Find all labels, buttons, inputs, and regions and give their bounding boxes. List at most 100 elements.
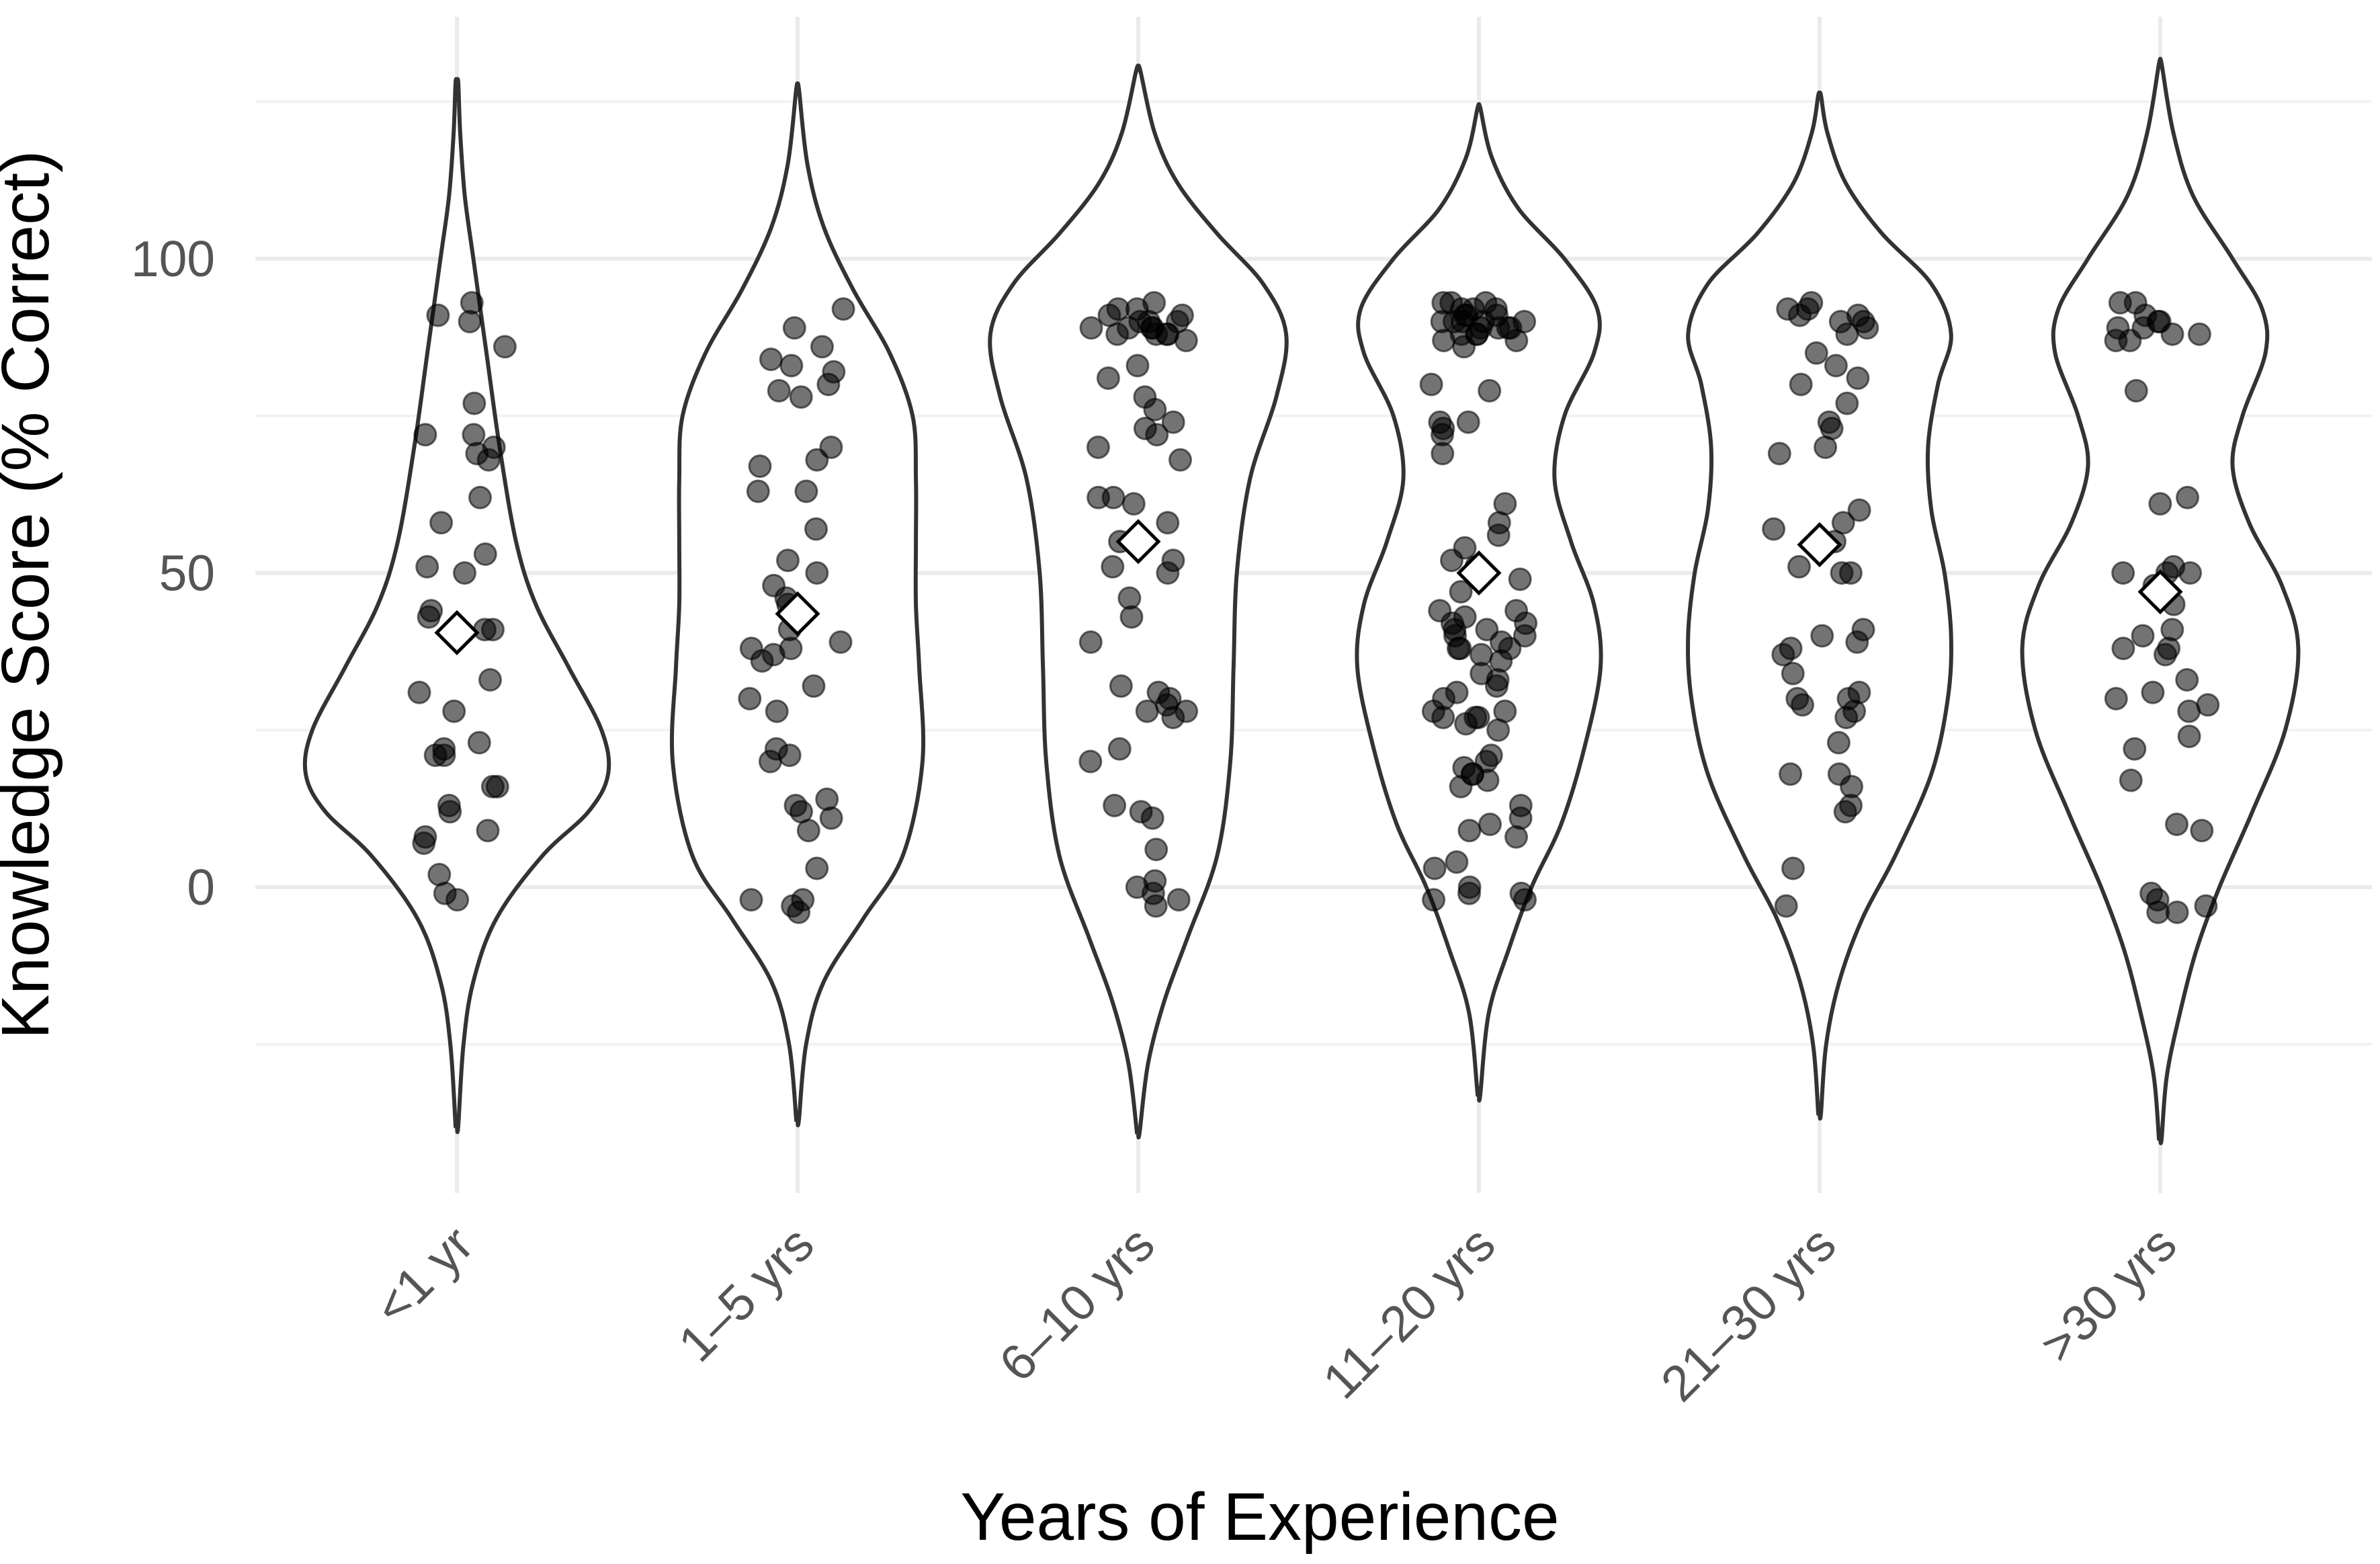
data-point <box>767 378 791 403</box>
y-tick-label: 100 <box>131 231 215 287</box>
data-point <box>481 618 505 642</box>
data-point <box>1078 749 1103 774</box>
data-point <box>815 787 839 811</box>
data-point <box>1513 888 1537 912</box>
data-point <box>805 448 829 472</box>
data-point <box>438 800 462 824</box>
violin-shape <box>1355 102 1603 1103</box>
data-point <box>1446 636 1470 661</box>
data-point <box>2111 636 2135 661</box>
data-point <box>1431 442 1455 466</box>
x-tick-label: 1–5 yrs <box>667 1215 824 1372</box>
data-point <box>2146 900 2170 924</box>
data-point <box>476 448 501 472</box>
data-point <box>1101 485 1125 509</box>
data-point <box>2178 561 2202 585</box>
violin-shape <box>302 77 611 1135</box>
data-point <box>1456 410 1480 434</box>
data-point <box>480 774 505 798</box>
data-point <box>1845 630 1869 654</box>
y-axis-ticks: 0 50 100 <box>131 231 215 915</box>
data-point <box>1787 554 1811 579</box>
data-point <box>1478 378 1502 403</box>
data-point <box>796 819 820 843</box>
data-point <box>1762 517 1786 541</box>
data-point <box>1143 397 1167 421</box>
data-point <box>1513 624 1537 648</box>
data-point <box>442 699 466 723</box>
data-point <box>458 310 482 333</box>
data-point <box>831 297 855 321</box>
data-point <box>1105 322 1130 346</box>
data-point <box>1830 561 1854 585</box>
x-tick-label: >30 yrs <box>2029 1215 2187 1373</box>
data-point <box>2187 322 2211 346</box>
data-point <box>1771 643 1795 667</box>
data-point <box>794 479 818 503</box>
data-point <box>1484 674 1508 698</box>
y-tick-label: 0 <box>187 859 215 915</box>
data-point <box>1835 391 1859 415</box>
data-point <box>1103 794 1127 817</box>
data-point <box>1156 561 1180 585</box>
data-point <box>1457 819 1482 843</box>
data-point <box>787 900 811 924</box>
data-point <box>2176 485 2199 509</box>
data-point <box>1847 498 1871 522</box>
data-point <box>1779 762 1803 786</box>
x-axis-ticks: <1 yr 1–5 yrs 6–10 yrs 11–20 yrs 21–30 yrs >3… <box>364 1215 2187 1411</box>
data-point <box>1810 624 1834 648</box>
data-point <box>759 347 783 372</box>
data-point <box>1109 674 1133 698</box>
data-point <box>415 554 439 579</box>
data-point <box>819 806 843 830</box>
data-point <box>445 888 470 912</box>
data-point <box>1119 605 1144 629</box>
data-point <box>1789 372 1813 397</box>
mean-diamond <box>434 610 480 655</box>
data-point <box>1449 580 1473 604</box>
data-point <box>1476 768 1500 792</box>
data-point <box>412 831 436 855</box>
data-point <box>805 856 829 880</box>
data-point <box>816 372 841 397</box>
x-tick-label: <1 yr <box>364 1215 484 1335</box>
data-point <box>429 511 454 535</box>
data-point <box>805 561 829 585</box>
data-point <box>1504 825 1528 849</box>
data-point <box>453 561 476 585</box>
mean-diamond <box>775 591 820 636</box>
mean-markers <box>434 519 2183 655</box>
x-tick-label: 11–20 yrs <box>1312 1215 1505 1409</box>
data-point <box>1168 448 1192 472</box>
data-point <box>746 479 770 503</box>
data-point <box>738 687 762 710</box>
data-point <box>2104 687 2128 710</box>
data-point <box>804 517 828 541</box>
data-point <box>1774 894 1798 918</box>
violin-shape <box>1686 90 1953 1121</box>
data-point <box>1504 329 1529 353</box>
data-point <box>2154 643 2177 667</box>
data-point <box>1846 366 1870 390</box>
data-point <box>1833 800 1857 824</box>
mean-diamond <box>1115 519 1161 565</box>
data-point <box>1125 354 1150 378</box>
data-points <box>407 291 2220 924</box>
data-point <box>1078 630 1103 654</box>
data-point <box>1445 850 1469 874</box>
data-point <box>432 743 456 768</box>
data-point <box>1440 548 1463 573</box>
data-point <box>1486 718 1511 742</box>
data-point <box>1452 335 1476 359</box>
data-point <box>407 680 431 704</box>
data-point <box>765 699 789 723</box>
data-point <box>1086 436 1110 459</box>
data-point <box>1788 303 1812 327</box>
data-point <box>1107 737 1132 761</box>
data-point <box>1486 523 1511 547</box>
data-point <box>1432 329 1456 353</box>
data-point <box>1419 372 1443 397</box>
data-point <box>1781 856 1805 880</box>
